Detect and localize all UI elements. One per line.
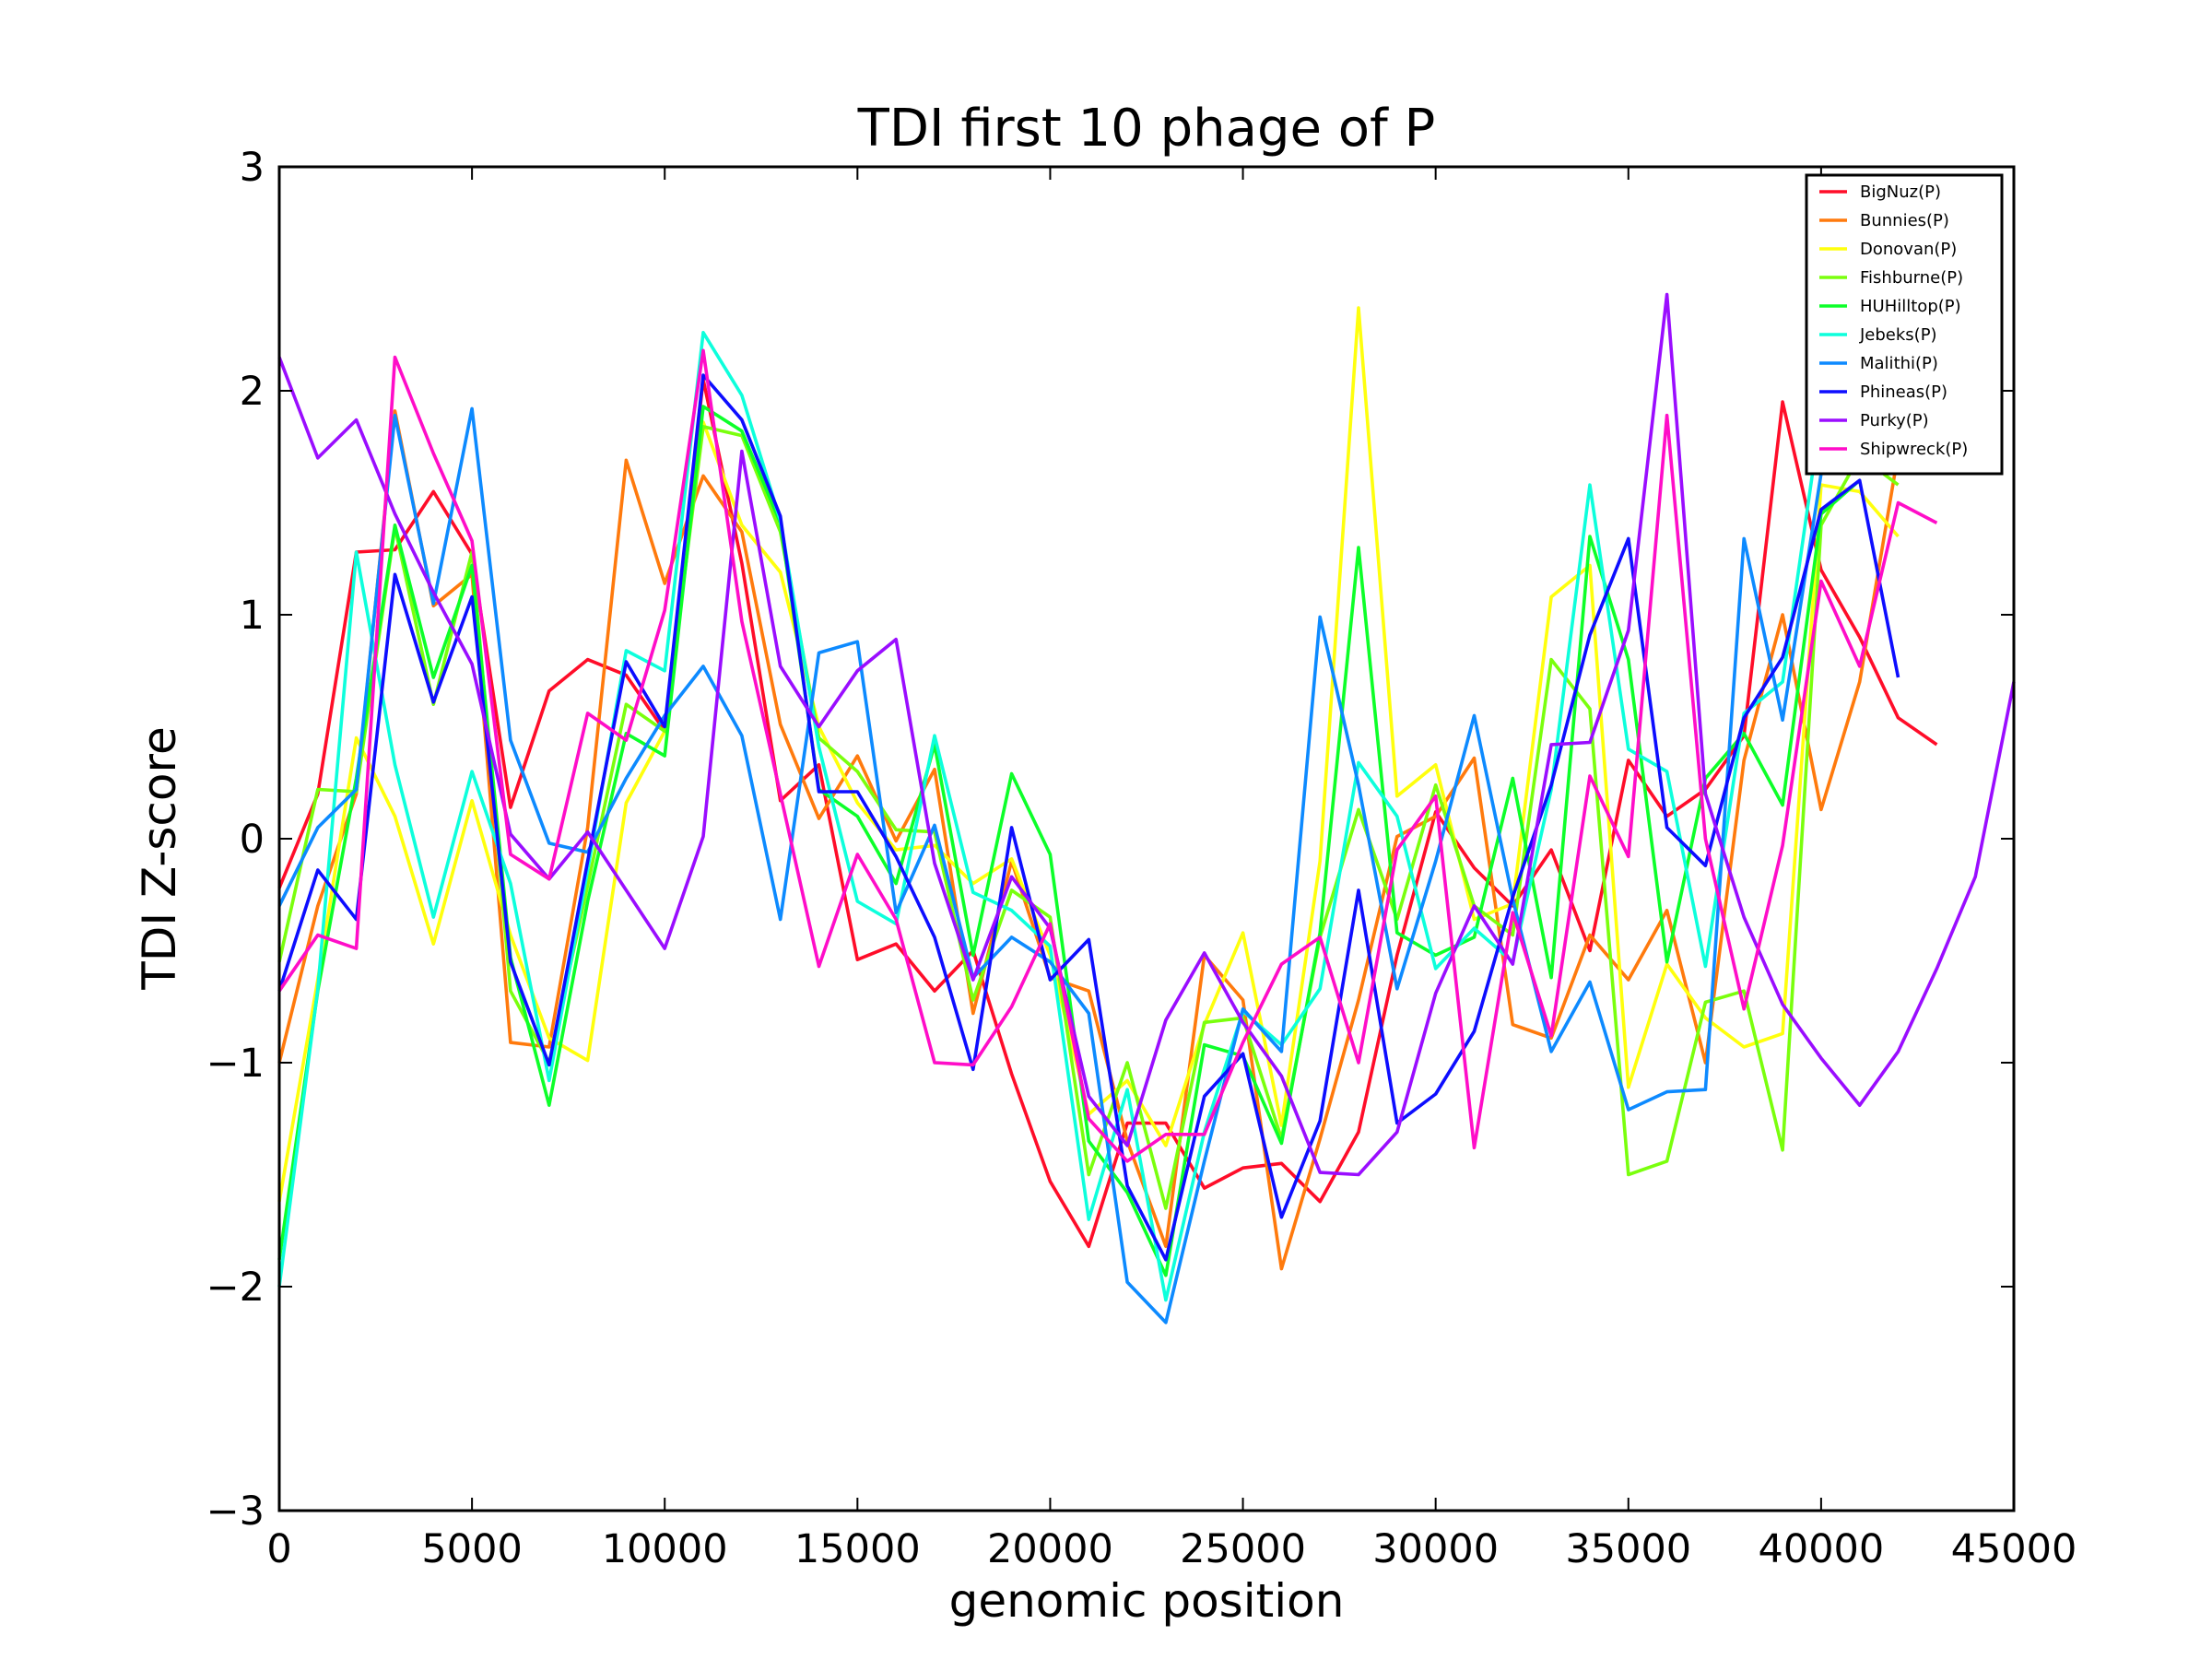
- x-tick-label: 20000: [987, 1526, 1113, 1572]
- series-line-3: [277, 306, 1900, 1203]
- y-tick-label: 1: [240, 593, 265, 639]
- x-tick-label: 5000: [421, 1526, 522, 1572]
- x-tick-label: 45000: [1951, 1526, 2077, 1572]
- series-line-10: [277, 348, 1938, 1163]
- y-tick-label: −3: [206, 1488, 265, 1535]
- y-axis-label: TDI Z-score: [133, 726, 186, 990]
- x-tick-label: 0: [266, 1526, 291, 1572]
- x-tick-label: 15000: [794, 1526, 921, 1572]
- x-tick-label: 30000: [1372, 1526, 1499, 1572]
- series-line-9: [277, 292, 2016, 1177]
- x-tick-label: 40000: [1758, 1526, 1884, 1572]
- series-line-8: [277, 373, 1900, 1262]
- x-axis-label: genomic position: [949, 1574, 1345, 1628]
- y-tick-label: −1: [206, 1041, 265, 1087]
- plot-frame: [277, 165, 2016, 1512]
- series-line-6: [277, 331, 1862, 1302]
- x-tick-label: 25000: [1180, 1526, 1306, 1572]
- legend-label: Shipwreck(P): [1860, 440, 1968, 459]
- series-line-7: [277, 406, 1861, 1324]
- legend-label: Jebeks(P): [1859, 325, 1937, 345]
- y-tick-label: −2: [206, 1265, 265, 1311]
- series-line-2: [277, 409, 1900, 1271]
- legend-label: Malithi(P): [1860, 354, 1938, 373]
- series-layer: [277, 292, 2016, 1324]
- tick-layer: 0 5000 10000 15000 20000 25000 30000 35000 40000…: [206, 145, 2077, 1572]
- y-tick-label: 0: [240, 817, 265, 863]
- x-tick-label: 35000: [1565, 1526, 1691, 1572]
- legend-label: Phineas(P): [1860, 382, 1947, 402]
- legend-label: Purky(P): [1860, 411, 1929, 430]
- x-tick-label: 10000: [602, 1526, 728, 1572]
- legend-label: HUHilltop(P): [1860, 297, 1961, 316]
- series-line-1: [277, 378, 1938, 1249]
- legend-label: BigNuz(P): [1860, 182, 1941, 202]
- legend-label: Bunnies(P): [1860, 211, 1949, 230]
- y-tick-label: 3: [240, 145, 265, 191]
- legend: BigNuz(P) Bunnies(P) Donovan(P) Fishburne(P…: [1805, 173, 2004, 476]
- legend-label: Donovan(P): [1860, 240, 1957, 259]
- y-tick-label: 2: [240, 369, 265, 415]
- legend-frame: [1805, 173, 2004, 476]
- series-line-5: [277, 405, 1861, 1277]
- chart-title: TDI first 10 phage of P: [857, 99, 1436, 159]
- legend-label: Fishburne(P): [1860, 268, 1963, 288]
